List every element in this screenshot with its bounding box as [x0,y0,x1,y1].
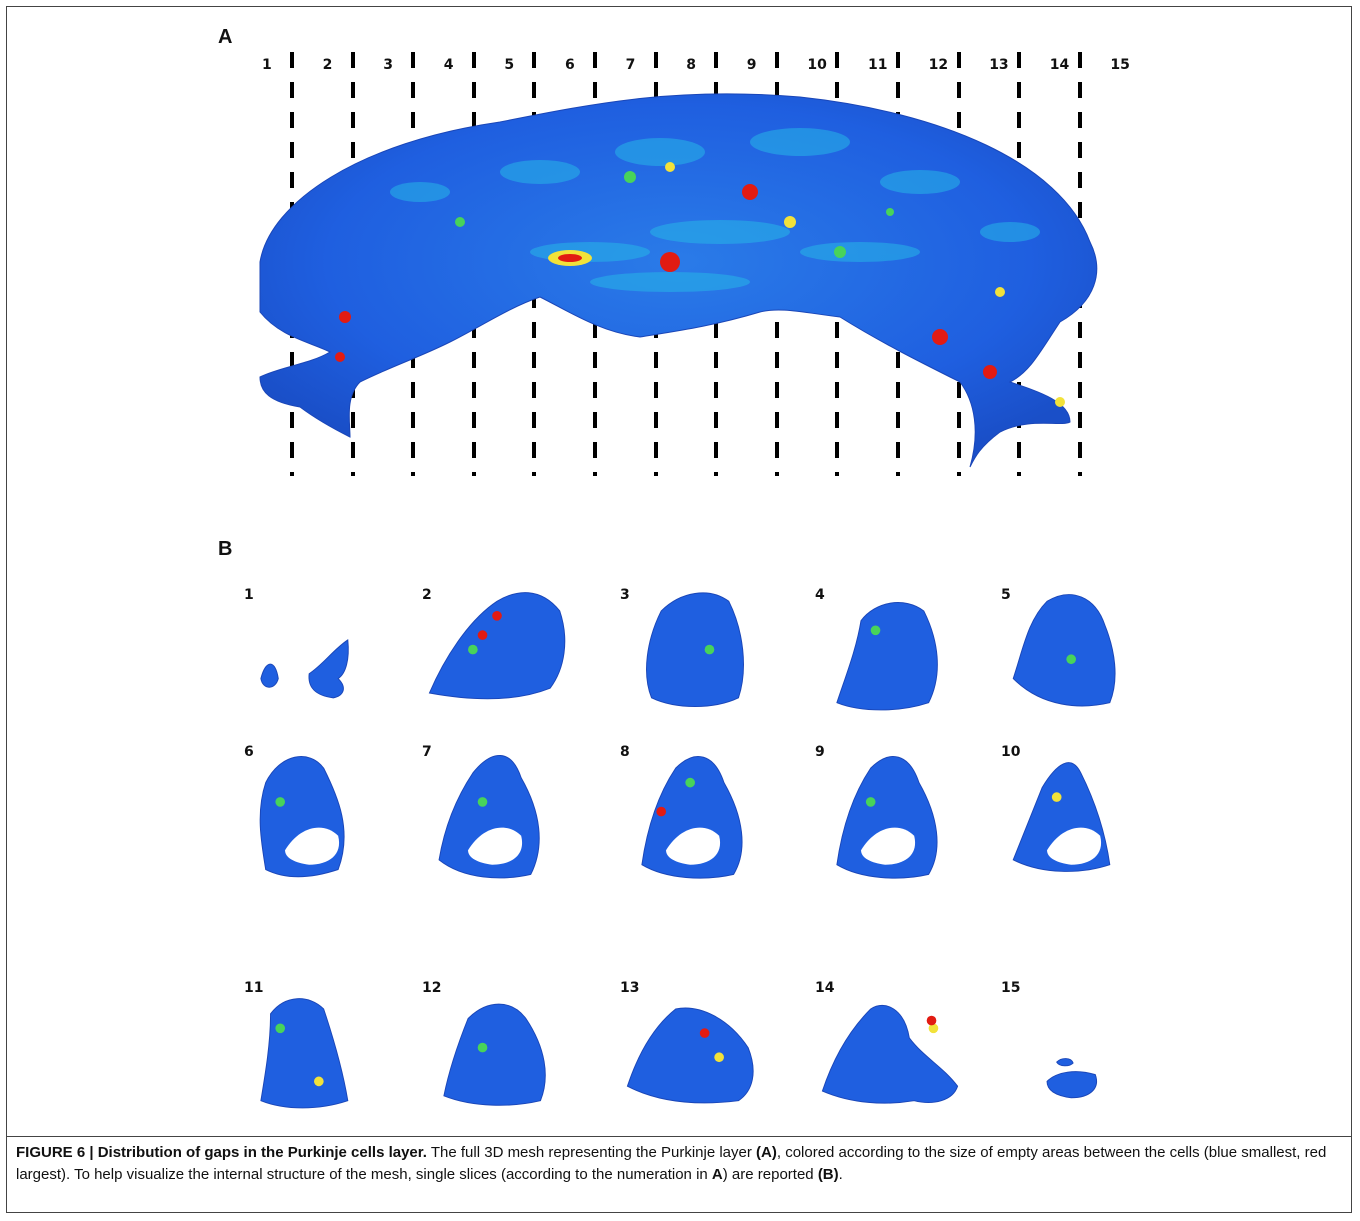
slice-number: 9 [815,744,825,760]
slice-mesh [1012,594,1116,707]
slice-mesh [646,592,744,708]
slice-number: 3 [620,587,630,603]
slice-mesh [641,756,743,879]
panel-a-label: A [218,26,233,48]
panel-a-number: 1 [262,57,272,73]
panel-a-number: 14 [1049,57,1070,73]
slice-number: 6 [244,744,254,760]
caption-ref-b: (B) [817,1166,839,1183]
panel-a-number: 9 [746,57,757,73]
slice-mesh [260,639,349,699]
slice-mesh [1012,762,1111,872]
slice-mesh [836,756,938,879]
caption-text-2: , colored according to the size of empty… [16,1144,1327,1183]
slice-number: 7 [422,744,432,760]
figure-frame [6,6,1352,1213]
figure-caption: FIGURE 6 | Distribution of gaps in the P… [16,1142,1342,1186]
slice-mesh [260,998,349,1109]
slice-number: 10 [1001,744,1021,760]
panel-a-number: 5 [504,57,515,73]
caption-text-3: ) are reported [722,1166,818,1183]
slice-number: 1 [244,587,254,603]
purkinje-layer-3d-mesh [259,93,1098,468]
slice-number: 4 [815,587,825,603]
slice-mesh [836,602,938,711]
panel-a-number: 13 [989,57,1009,73]
panel-a-number: 10 [807,57,827,73]
panel-a-number: 15 [1110,57,1130,73]
slice-mesh [626,1007,754,1104]
panel-a-number: 6 [565,57,575,73]
panel-a-number: 3 [383,57,393,73]
caption-heading: FIGURE 6 | Distribution of gaps in the P… [16,1144,427,1161]
panel-a-number: 4 [443,57,454,73]
slice-number: 15 [1001,980,1021,996]
slice-mesh [428,592,566,700]
slice-mesh [259,756,345,878]
caption-text-4: . [838,1166,843,1183]
slice-mesh [821,1004,959,1104]
panel-a-number: 7 [625,57,636,73]
slice-number: 11 [244,980,264,996]
panel-a-number: 8 [686,57,696,73]
caption-ref-a-inline: A [711,1166,723,1183]
panel-a-number: 11 [868,57,888,73]
slice-mesh [438,755,540,879]
caption-separator [6,1136,1352,1137]
panel-a-number: 2 [322,57,333,73]
slice-number: 13 [620,980,640,996]
slice-mesh [1046,1058,1097,1099]
slice-number: 2 [422,587,432,603]
slice-number: 12 [422,980,442,996]
slice-number: 8 [620,744,630,760]
slice-number: 5 [1001,587,1011,603]
caption-text-1: The full 3D mesh representing the Purkin… [426,1144,757,1161]
mesh-hotspots [335,162,1065,407]
slice-mesh [443,1003,546,1106]
slice-number: 14 [815,980,835,996]
caption-ref-a: (A) [756,1144,777,1161]
panel-b-label: B [218,538,233,560]
panel-a-number: 12 [928,57,949,73]
